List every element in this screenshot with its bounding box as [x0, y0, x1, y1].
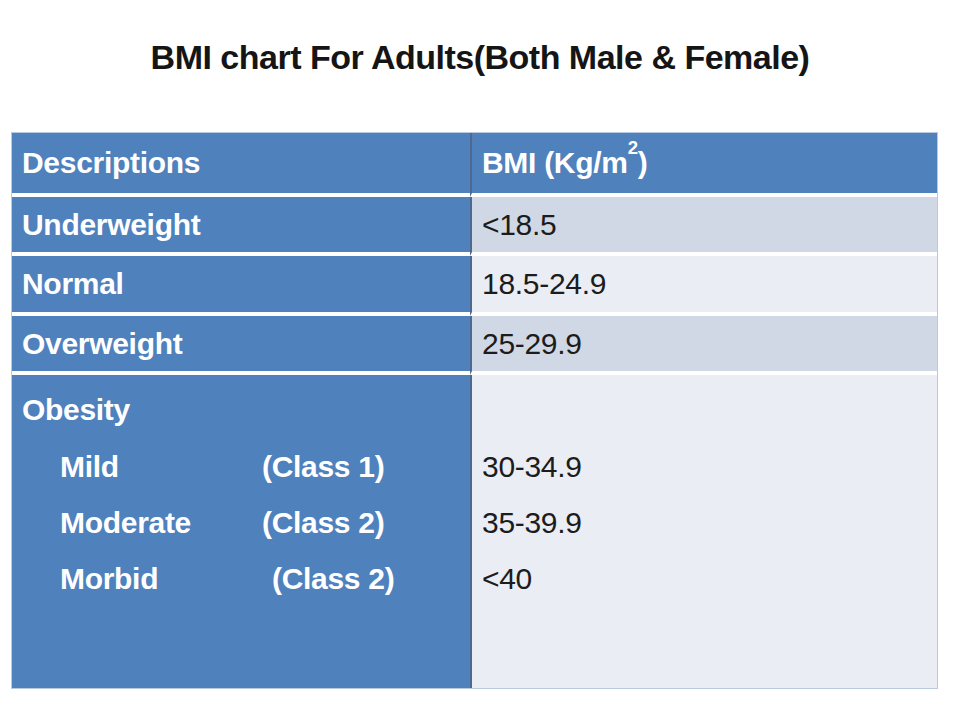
slide: BMI chart For Adults(Both Male & Female)… [0, 0, 960, 720]
obesity-subitem-moderate: Moderate (Class 2) [22, 495, 470, 551]
bmi-table: Descriptions BMI (Kg/m2) Underweight <18… [12, 133, 937, 688]
underweight-bmi-value: <18.5 [482, 208, 556, 242]
normal-bmi-value: 18.5-24.9 [482, 267, 606, 301]
header-cell-bmi: BMI (Kg/m2) [470, 133, 937, 197]
table-row-overweight-label: Overweight [12, 316, 470, 375]
table-row-obesity-label: Obesity Mild (Class 1) Moderate (Class 2… [12, 375, 470, 688]
table-row-normal-value: 18.5-24.9 [470, 256, 937, 316]
obesity-subitems: Mild (Class 1) Moderate (Class 2) Morbid… [22, 439, 470, 607]
normal-label: Normal [22, 267, 124, 301]
table-row-overweight-value: 25-29.9 [470, 316, 937, 375]
table-row-underweight-label: Underweight [12, 197, 470, 256]
mild-bmi-value: 30-34.9 [482, 439, 937, 495]
mild-label: Mild [60, 439, 262, 495]
morbid-class-label: (Class 2) [272, 551, 394, 607]
obesity-subitem-morbid: Morbid (Class 2) [22, 551, 470, 607]
mild-class-label: (Class 1) [262, 439, 384, 495]
table-row-normal-label: Normal [12, 256, 470, 316]
morbid-bmi-value: <40 [482, 551, 937, 607]
morbid-label: Morbid [60, 551, 262, 607]
header-cell-descriptions: Descriptions [12, 133, 470, 197]
obesity-label: Obesity [22, 385, 470, 435]
underweight-label: Underweight [22, 208, 200, 242]
header-bmi-superscript: 2 [628, 137, 638, 158]
page-title: BMI chart For Adults(Both Male & Female) [0, 38, 960, 77]
obesity-subitem-mild: Mild (Class 1) [22, 439, 470, 495]
header-bmi-label: BMI (Kg/m2) [482, 146, 647, 180]
moderate-bmi-value: 35-39.9 [482, 495, 937, 551]
obesity-values-spacer [482, 385, 937, 439]
table-row-obesity-values: 30-34.9 35-39.9 <40 [470, 375, 937, 688]
header-descriptions-label: Descriptions [22, 146, 200, 180]
overweight-label: Overweight [22, 327, 182, 361]
table-row-underweight-value: <18.5 [470, 197, 937, 256]
overweight-bmi-value: 25-29.9 [482, 327, 582, 361]
moderate-class-label: (Class 2) [262, 495, 384, 551]
moderate-label: Moderate [60, 495, 262, 551]
